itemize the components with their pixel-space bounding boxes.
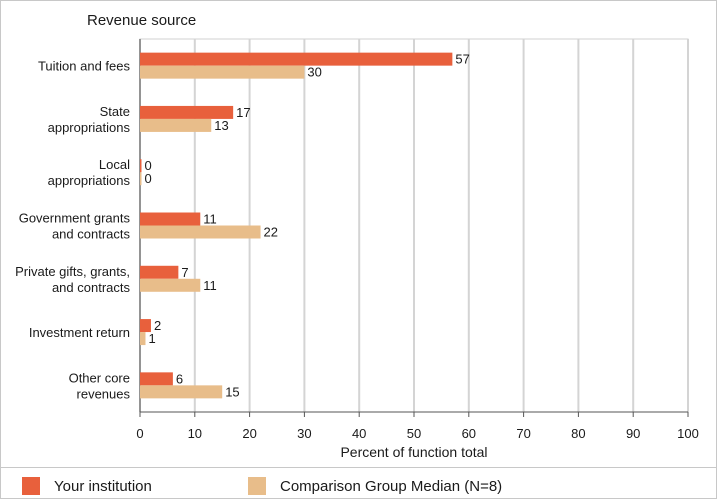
x-tick-label-80: 80 — [571, 426, 585, 441]
x-axis-label: Percent of function total — [340, 444, 487, 460]
x-tick-label-0: 0 — [136, 426, 143, 441]
category-label-2-0: Local — [99, 157, 130, 172]
bar-series-1-cat-0 — [140, 65, 305, 79]
x-tick-label-50: 50 — [407, 426, 421, 441]
x-axis-ticks: 0 10 20 30 40 50 60 70 80 90 100 — [136, 412, 699, 441]
legend: Your institution Comparison Group Median… — [1, 467, 717, 500]
x-tick-label-20: 20 — [242, 426, 256, 441]
bar-series-1-cat-3 — [140, 225, 261, 239]
data-label-series-0-cat-1: 17 — [236, 105, 250, 120]
x-tick-label-60: 60 — [462, 426, 476, 441]
data-label-series-1-cat-5: 1 — [148, 331, 155, 346]
category-label-1-1: appropriations — [48, 120, 131, 135]
x-tick-label-40: 40 — [352, 426, 366, 441]
bar-series-0-cat-1 — [140, 105, 234, 119]
gridlines — [139, 39, 689, 413]
data-label-series-1-cat-6: 15 — [225, 384, 239, 399]
legend-swatch-your-institution — [22, 477, 40, 495]
category-label-6-0: Other core — [69, 370, 130, 385]
data-label-series-0-cat-3: 11 — [203, 212, 217, 227]
bar-series-1-cat-1 — [140, 118, 212, 132]
legend-item-comparison-group: Comparison Group Median (N=8) — [248, 477, 502, 495]
legend-swatch-comparison-group — [248, 477, 266, 495]
category-label-6-1: revenues — [77, 386, 131, 401]
data-label-series-0-cat-6: 6 — [176, 371, 183, 386]
x-tick-label-70: 70 — [516, 426, 530, 441]
category-label-0-0: Tuition and fees — [38, 59, 131, 74]
category-label-1-0: State — [100, 104, 130, 119]
category-label-3-0: Government grants — [19, 211, 131, 226]
bar-series-0-cat-3 — [140, 212, 201, 226]
bar-series-0-cat-0 — [140, 52, 453, 66]
x-tick-label-30: 30 — [297, 426, 311, 441]
x-tick-label-10: 10 — [188, 426, 202, 441]
category-label-4-1: and contracts — [52, 280, 131, 295]
data-label-series-1-cat-1: 13 — [214, 118, 228, 133]
chart-title: Revenue source — [87, 12, 196, 29]
legend-item-your-institution: Your institution — [22, 477, 152, 495]
bars: 57 30 17 13 00 11 22 7 11 21 6 15 — [140, 52, 470, 399]
legend-label-comparison-group: Comparison Group Median (N=8) — [280, 477, 503, 495]
bar-series-0-cat-6 — [140, 372, 173, 386]
x-tick-label-100: 100 — [677, 426, 699, 441]
category-labels: Tuition and feesStateappropriationsLocal… — [15, 59, 130, 402]
category-label-3-1: and contracts — [52, 227, 131, 242]
bar-series-0-cat-4 — [140, 265, 179, 279]
bar-series-0-cat-5 — [140, 319, 151, 333]
category-label-4-0: Private gifts, grants, — [15, 264, 130, 279]
bar-series-1-cat-5 — [140, 332, 146, 346]
data-label-series-1-cat-0: 30 — [307, 65, 321, 80]
x-tick-label-90: 90 — [626, 426, 640, 441]
bar-series-1-cat-4 — [140, 278, 201, 292]
category-label-5-0: Investment return — [29, 325, 130, 340]
category-label-2-1: appropriations — [48, 173, 131, 188]
bar-series-1-cat-2 — [140, 172, 142, 186]
data-label-series-0-cat-2: 0 — [145, 158, 152, 173]
bar-series-1-cat-6 — [140, 385, 223, 399]
data-label-series-1-cat-4: 11 — [203, 278, 217, 293]
data-label-series-0-cat-5: 2 — [154, 318, 161, 333]
data-label-series-1-cat-2: 0 — [145, 171, 152, 186]
data-label-series-0-cat-0: 57 — [455, 52, 469, 67]
data-label-series-1-cat-3: 22 — [264, 225, 278, 240]
legend-label-your-institution: Your institution — [54, 477, 152, 495]
data-label-series-0-cat-4: 7 — [181, 265, 188, 280]
bar-series-0-cat-2 — [140, 159, 142, 173]
